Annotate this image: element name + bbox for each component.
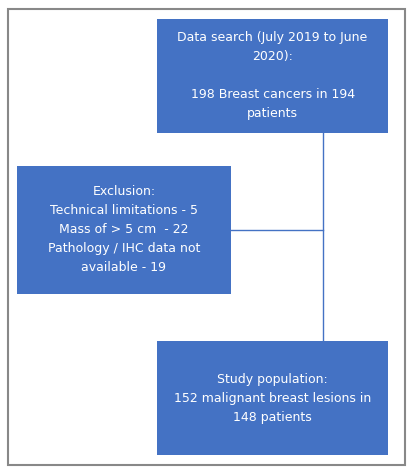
Text: Study population:
152 malignant breast lesions in
148 patients: Study population: 152 malignant breast l… [174,373,371,424]
Text: Data search (July 2019 to June
2020):

198 Breast cancers in 194
patients: Data search (July 2019 to June 2020): 19… [178,31,368,120]
FancyBboxPatch shape [8,9,405,465]
Text: Exclusion:
Technical limitations - 5
Mass of > 5 cm  - 22
Pathology / IHC data n: Exclusion: Technical limitations - 5 Mas… [48,185,200,274]
FancyBboxPatch shape [157,341,388,455]
FancyBboxPatch shape [17,166,231,294]
FancyBboxPatch shape [157,19,388,133]
